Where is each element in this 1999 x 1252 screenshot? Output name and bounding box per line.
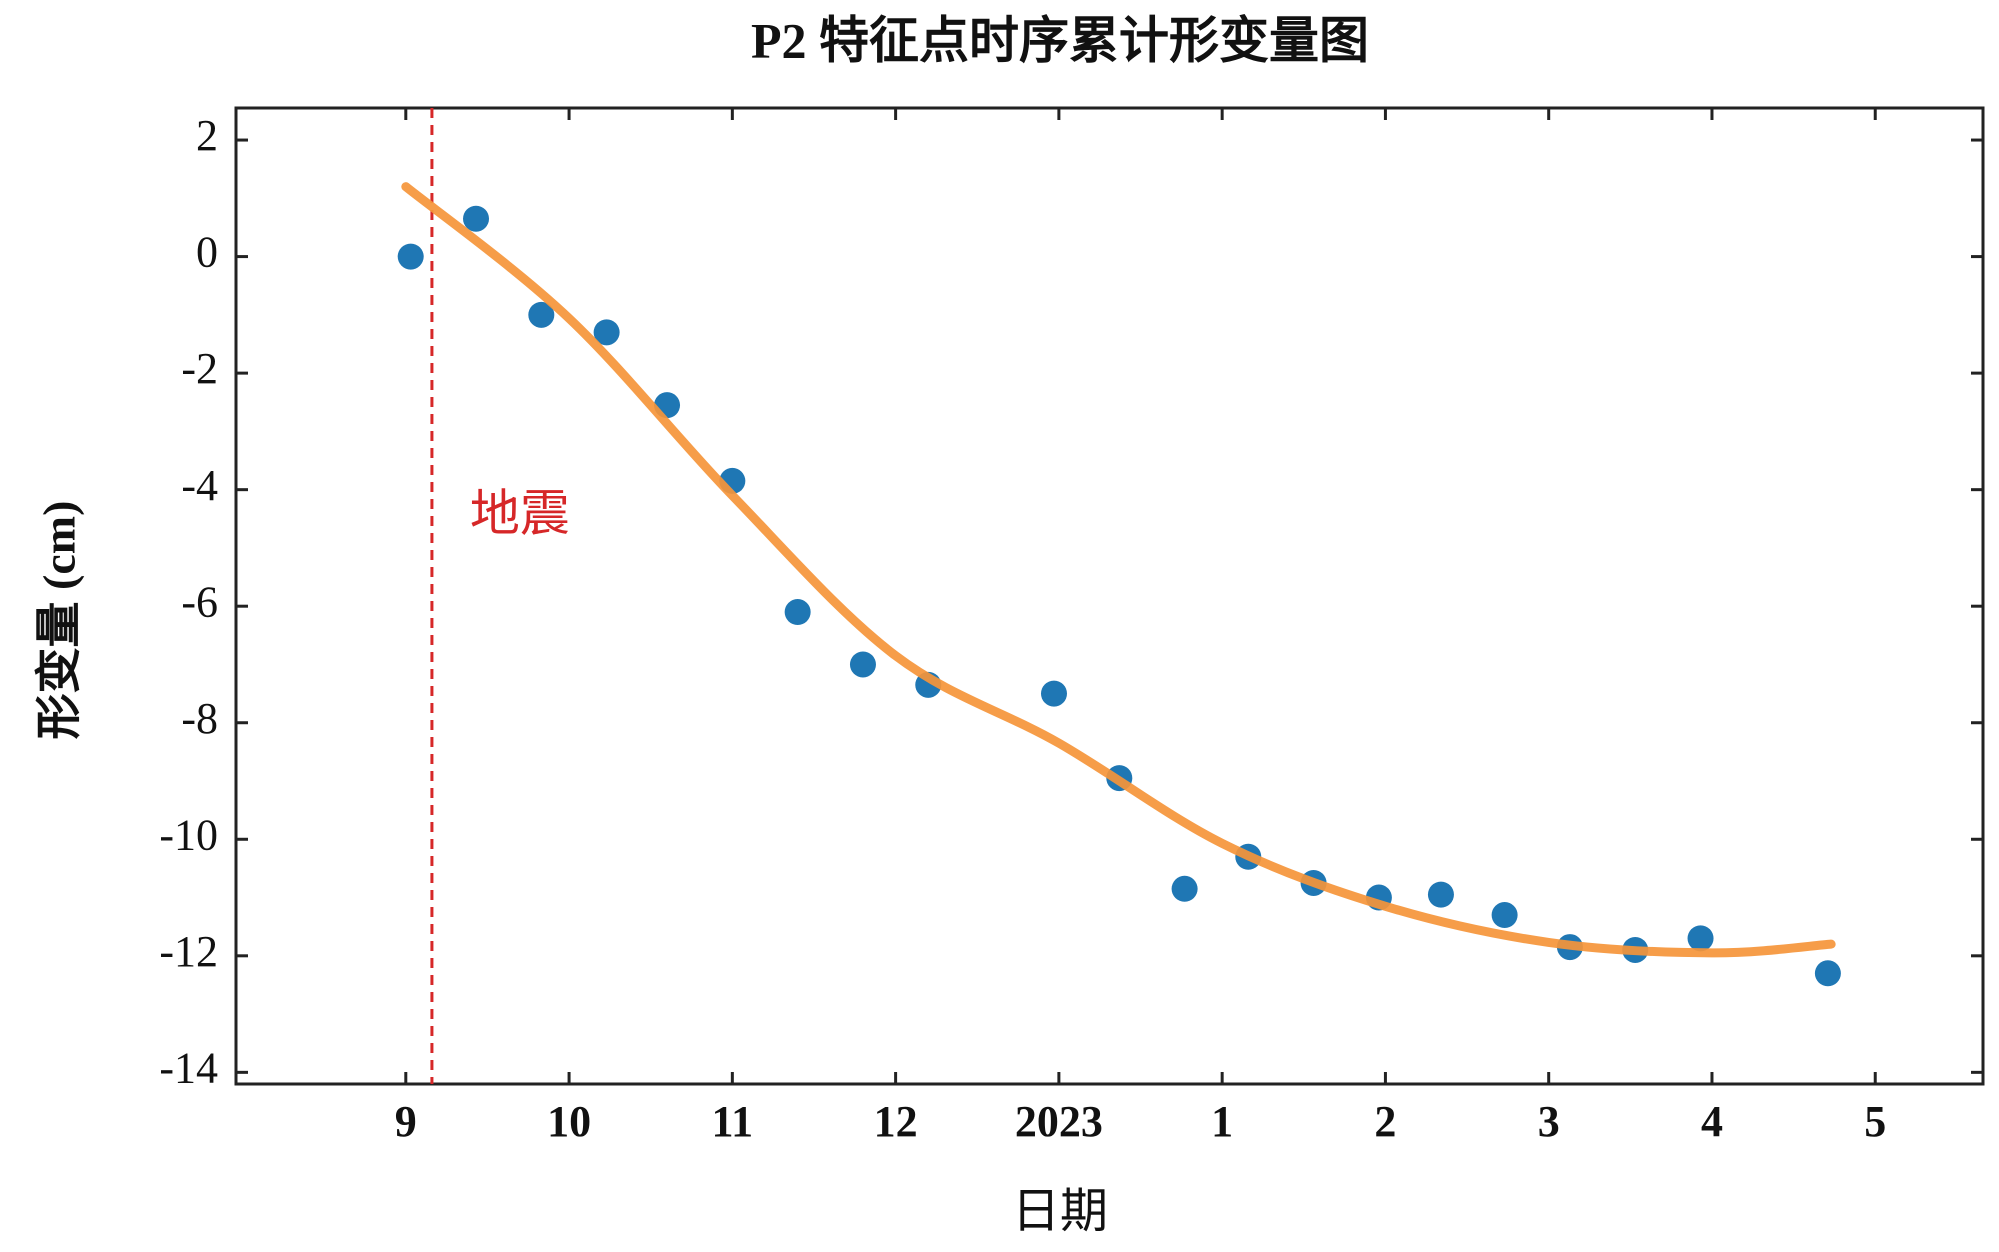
x-tick-label: 2 [1374, 1097, 1396, 1146]
data-point [1171, 875, 1198, 902]
data-point [1040, 680, 1067, 707]
y-tick-label: -12 [159, 927, 218, 976]
y-tick-label: 0 [196, 228, 218, 277]
x-tick-label: 1 [1211, 1097, 1233, 1146]
data-point [1491, 902, 1518, 929]
x-tick-label: 11 [712, 1097, 754, 1146]
chart-title: P2 特征点时序累计形变量图 [751, 12, 1369, 68]
x-tick-label: 12 [874, 1097, 918, 1146]
data-point [849, 651, 876, 678]
y-tick-label: -6 [181, 577, 218, 626]
data-point [463, 205, 490, 232]
y-axis-label: 形变量 (cm) [34, 501, 85, 740]
x-axis-label: 日期 [1012, 1185, 1108, 1238]
data-point [397, 243, 424, 270]
x-tick-label: 4 [1701, 1097, 1723, 1146]
y-tick-label: 2 [196, 111, 218, 160]
data-point [1687, 925, 1714, 952]
fit-curve [401, 182, 1836, 958]
x-tick-label: 2023 [1015, 1097, 1103, 1146]
y-tick-label: -14 [159, 1043, 218, 1092]
data-point [528, 301, 555, 328]
y-tick-label: -10 [159, 810, 218, 859]
data-point [593, 319, 620, 346]
data-point [784, 599, 811, 626]
x-tick-label: 9 [395, 1097, 417, 1146]
x-tick-label: 10 [547, 1097, 591, 1146]
y-tick-label: -2 [181, 344, 218, 393]
data-point [1427, 881, 1454, 908]
y-tick-label: -4 [181, 461, 218, 510]
plot-frame [234, 106, 1985, 1086]
event-label: 地震 [470, 485, 570, 541]
x-tick-label: 5 [1864, 1097, 1886, 1146]
y-tick-label: -8 [181, 694, 218, 743]
data-point [1814, 960, 1841, 987]
x-tick-label: 3 [1538, 1097, 1560, 1146]
